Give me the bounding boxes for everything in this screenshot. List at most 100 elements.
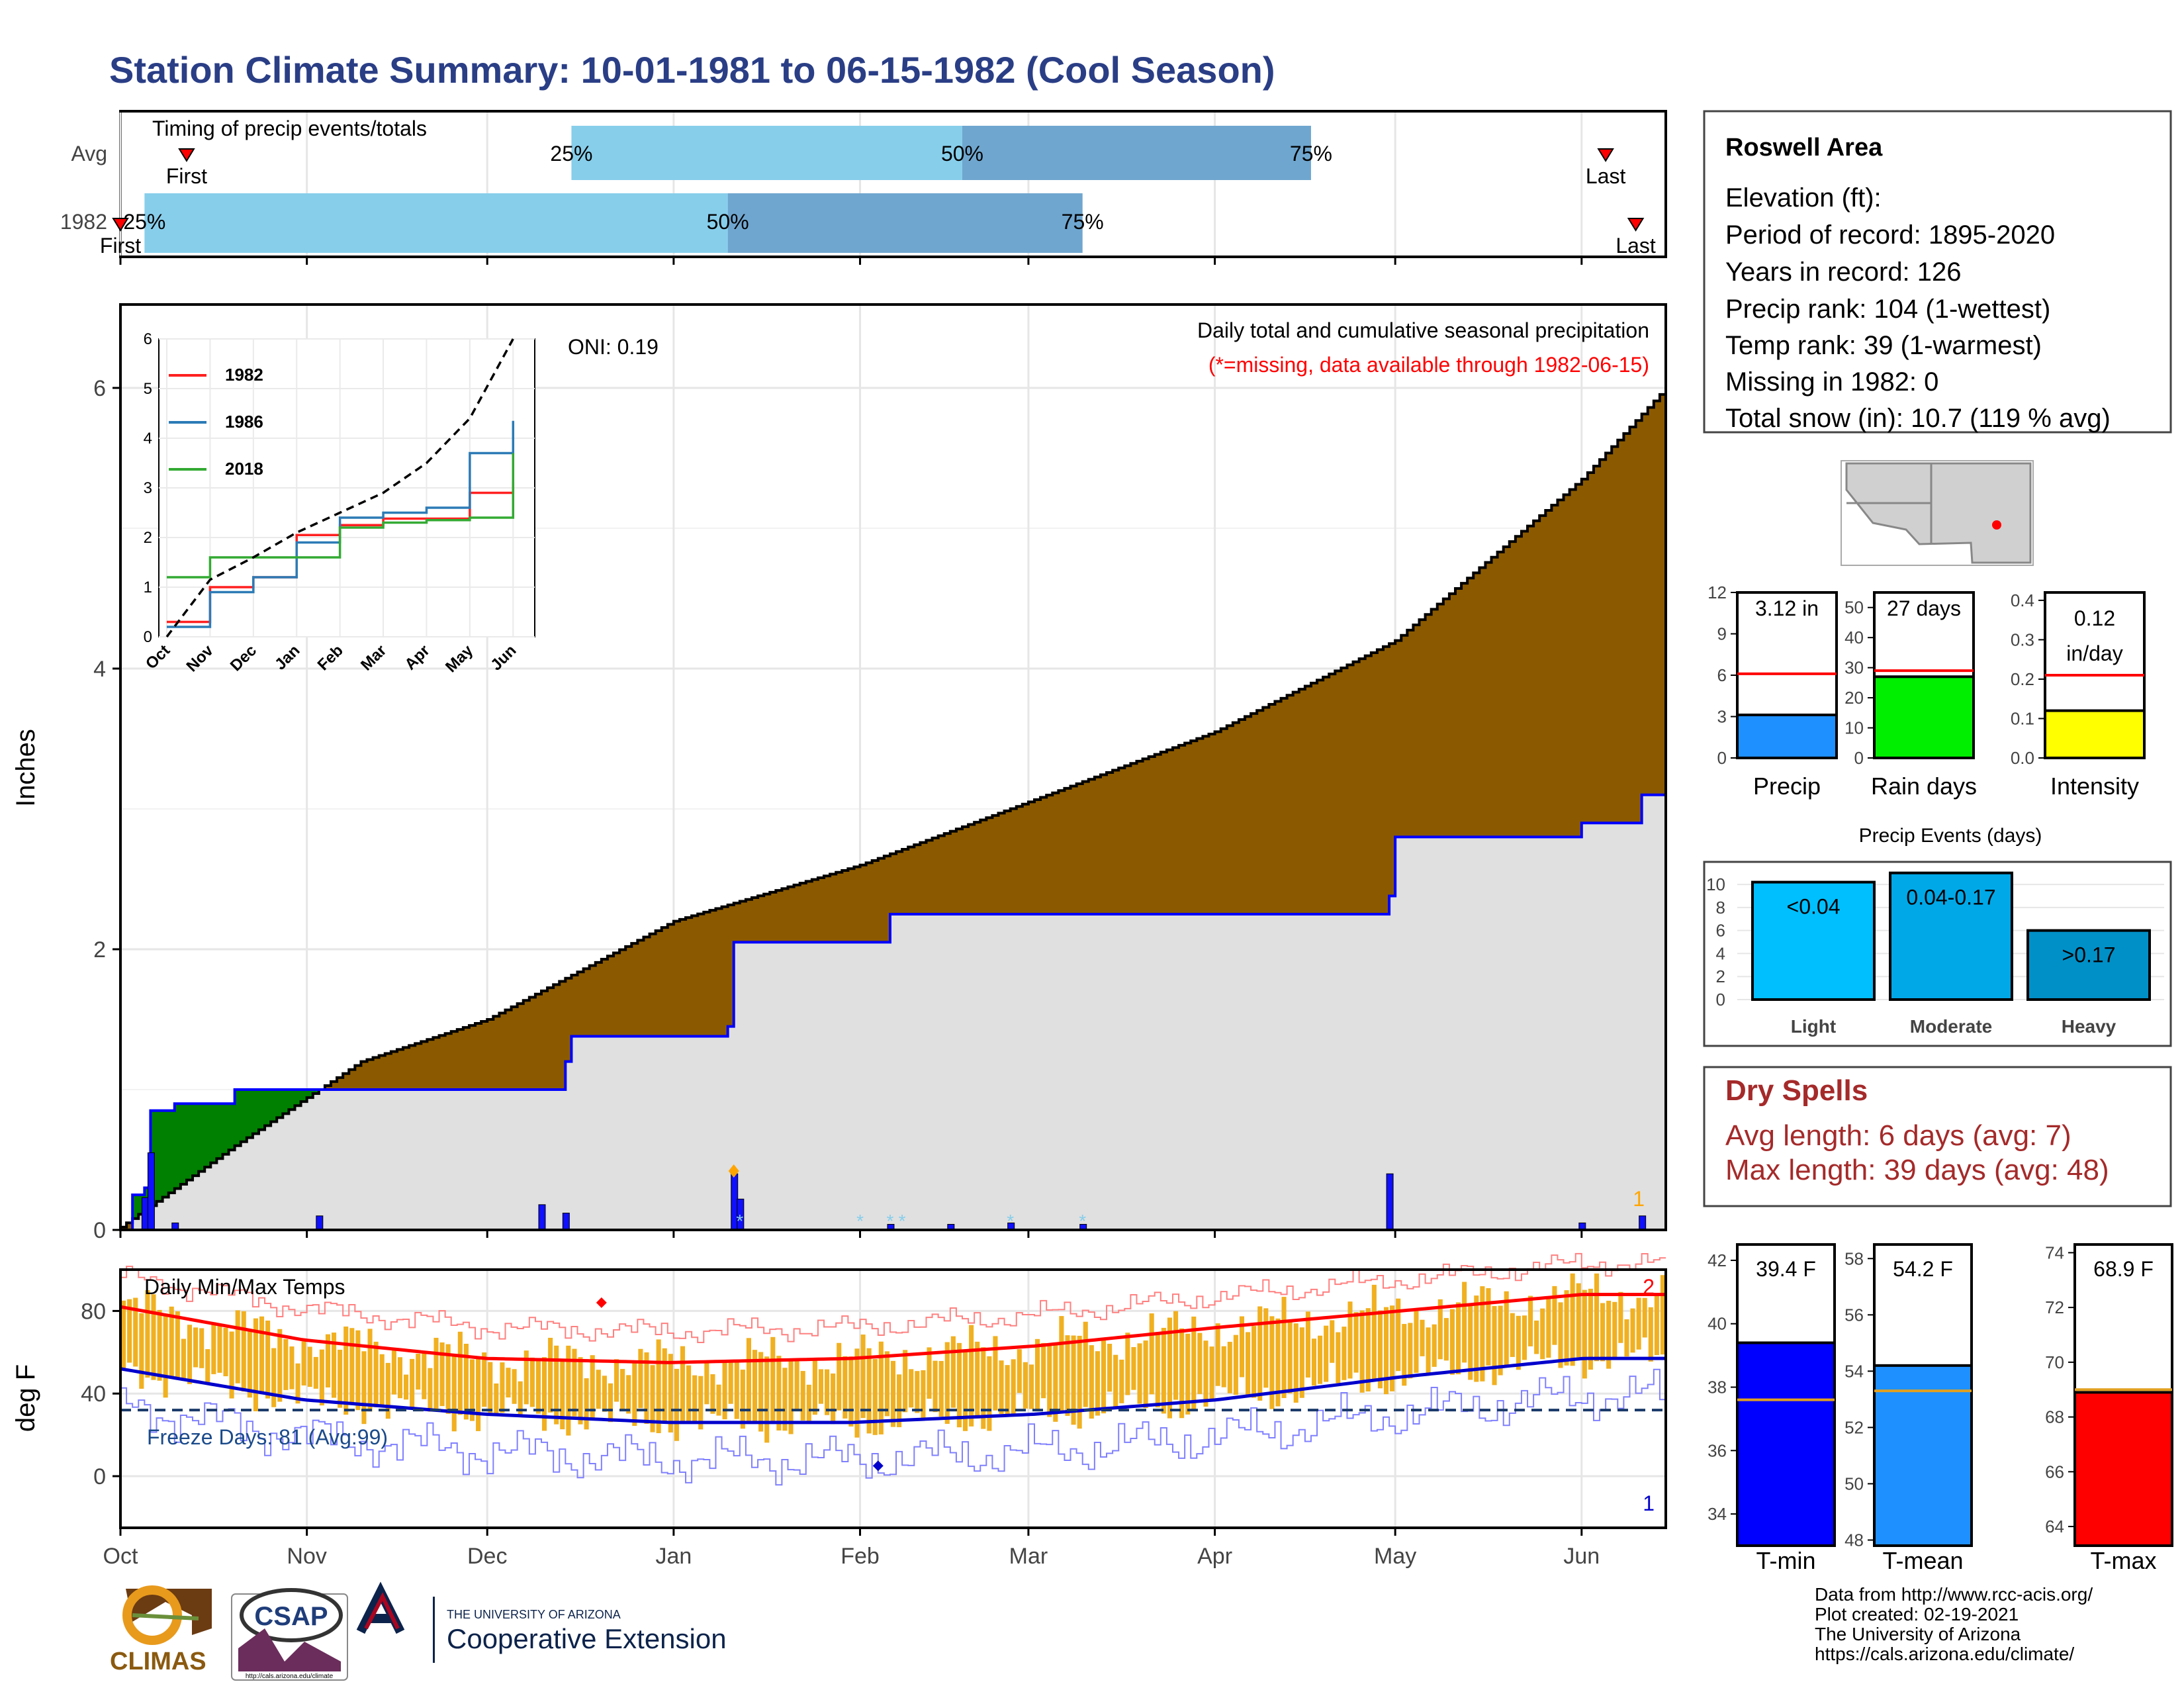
timing-marker — [178, 148, 195, 162]
daily-temp-bar — [1059, 1316, 1064, 1413]
daily-temp-bar — [686, 1365, 692, 1423]
daily-temp-bar — [422, 1352, 427, 1399]
mini-bar-Precip — [1736, 714, 1838, 759]
daily-temp-bar — [175, 1311, 180, 1378]
daily-temp-bar — [494, 1383, 499, 1415]
cumulative-average-line — [120, 393, 1666, 1229]
daily-temp-bar — [674, 1368, 679, 1441]
temp-bar-T-mean — [1873, 1364, 1973, 1548]
daily-temp-bar — [956, 1342, 962, 1428]
precip-y-label: Inches — [11, 729, 40, 807]
daily-temp-bar — [1221, 1346, 1226, 1387]
daily-temp-bar — [1299, 1327, 1304, 1398]
snow-asterisk: * — [887, 1211, 894, 1231]
station-location-marker — [1992, 520, 2001, 530]
daily-temp-bar — [1017, 1349, 1022, 1393]
daily-temp-bar — [1594, 1273, 1600, 1362]
temp-panel: 0 40 80 deg F Daily Min/Max Temps Freeze D… — [11, 1252, 1667, 1529]
temp-chart-label: T-min — [1756, 1547, 1816, 1574]
daily-temp-bar — [385, 1362, 390, 1419]
daily-temp-bar — [391, 1348, 396, 1395]
daily-temp-bar — [1137, 1343, 1142, 1404]
mini-y-tick-label: 0 — [1717, 748, 1727, 768]
mini-y-tick-label: 10 — [1844, 718, 1864, 738]
daily-temp-bar — [872, 1359, 878, 1435]
mini-y-tick-label: 6 — [1717, 665, 1727, 685]
daily-temp-bar — [1269, 1316, 1275, 1409]
daily-temp-bar — [1414, 1310, 1419, 1373]
daily-temp-bar — [1005, 1365, 1010, 1415]
daily-temp-bar — [596, 1370, 601, 1409]
daily-temp-bar — [1371, 1284, 1377, 1382]
footer-plot-created: Plot created: 02-19-2021 — [1815, 1604, 2019, 1624]
daily-temp-bar — [151, 1294, 156, 1380]
daily-temp-bar — [1246, 1332, 1251, 1396]
daily-temp-bar — [975, 1341, 980, 1419]
inset-y-tick-label: 3 — [144, 479, 152, 497]
daily-temp-bar — [993, 1336, 998, 1411]
daily-temp-bar — [512, 1369, 517, 1404]
daily-temp-bar — [903, 1350, 908, 1413]
daily-temp-bar — [981, 1347, 986, 1429]
station-name: Roswell Area — [1725, 134, 1883, 162]
daily-temp-bar — [987, 1356, 992, 1431]
daily-temp-bar — [897, 1374, 902, 1428]
timing-panel: 25% 50% 75% First Last 25% 50% 75% First Last Tim… — [60, 110, 1667, 265]
daily-precip-bar — [562, 1213, 570, 1231]
daily-temp-bar — [1600, 1303, 1606, 1362]
daily-temp-bar — [451, 1354, 457, 1432]
daily-temp-bar — [1071, 1335, 1076, 1425]
university-of-arizona-logo: THE UNIVERSITY OF ARIZONA Cooperative Ex… — [356, 1581, 727, 1663]
daily-temp-bar — [704, 1362, 709, 1405]
x-tick-label: Jan — [655, 1544, 692, 1569]
temp-y-tick-label: 72 — [2045, 1297, 2064, 1317]
daily-temp-bar — [800, 1371, 805, 1421]
mini-y-tick-label: 3 — [1717, 707, 1727, 727]
daily-temp-bar — [1047, 1343, 1052, 1417]
station-line: Elevation (ft): — [1725, 183, 1882, 212]
daily-temp-bar — [1383, 1307, 1389, 1395]
daily-temp-bar — [319, 1349, 324, 1406]
daily-temp-bar — [259, 1316, 265, 1394]
daily-temp-bar — [1624, 1319, 1629, 1357]
daily-temp-bar — [241, 1311, 246, 1392]
daily-temp-bar — [1119, 1359, 1124, 1403]
daily-temp-bar — [1462, 1282, 1467, 1363]
temp-y-label: deg F — [11, 1364, 40, 1432]
record-marker — [872, 1460, 884, 1472]
daily-temp-bar — [933, 1360, 938, 1413]
daily-temp-bar — [1612, 1301, 1617, 1360]
timing-bar-q50-q75 — [727, 193, 1083, 253]
daily-temp-bar — [915, 1371, 920, 1413]
daily-temp-bar — [1095, 1351, 1100, 1416]
daily-temp-bar — [1359, 1310, 1365, 1393]
precip-missing-note: (*=missing, data available through 1982-… — [1208, 353, 1649, 377]
daily-temp-bar — [602, 1376, 607, 1412]
daily-temp-bar — [764, 1356, 770, 1443]
timing-label-50: 50% — [941, 142, 983, 165]
daily-temp-bar — [1185, 1333, 1191, 1415]
mini-bar-Rain days — [1873, 675, 1975, 759]
daily-temp-bar — [482, 1352, 487, 1407]
daily-temp-bar — [133, 1297, 138, 1367]
daily-temp-bar — [253, 1318, 258, 1411]
daily-temp-bar — [884, 1351, 889, 1417]
daily-temp-bar — [656, 1339, 661, 1433]
daily-temp-bar — [1305, 1311, 1310, 1378]
events-bar-value: 0.04-0.17 — [1906, 886, 1995, 910]
daily-temp-bar — [848, 1356, 854, 1427]
daily-temp-bar — [1179, 1328, 1185, 1419]
daily-temp-bar — [1660, 1275, 1665, 1355]
daily-temp-bar — [680, 1346, 686, 1423]
daily-temp-bar — [1077, 1335, 1082, 1429]
daily-temp-bar — [728, 1360, 733, 1404]
daily-temp-bar — [361, 1351, 367, 1425]
daily-temp-bar — [325, 1334, 330, 1387]
events-bar-Moderate — [1889, 871, 2013, 1002]
daily-temp-bar — [1209, 1346, 1214, 1402]
daily-temp-bar — [1203, 1340, 1208, 1407]
daily-temp-bar — [127, 1299, 132, 1363]
y-tick-label: 6 — [93, 376, 106, 401]
timing-label-50: 50% — [707, 210, 749, 234]
x-tick-label: Dec — [467, 1544, 507, 1569]
